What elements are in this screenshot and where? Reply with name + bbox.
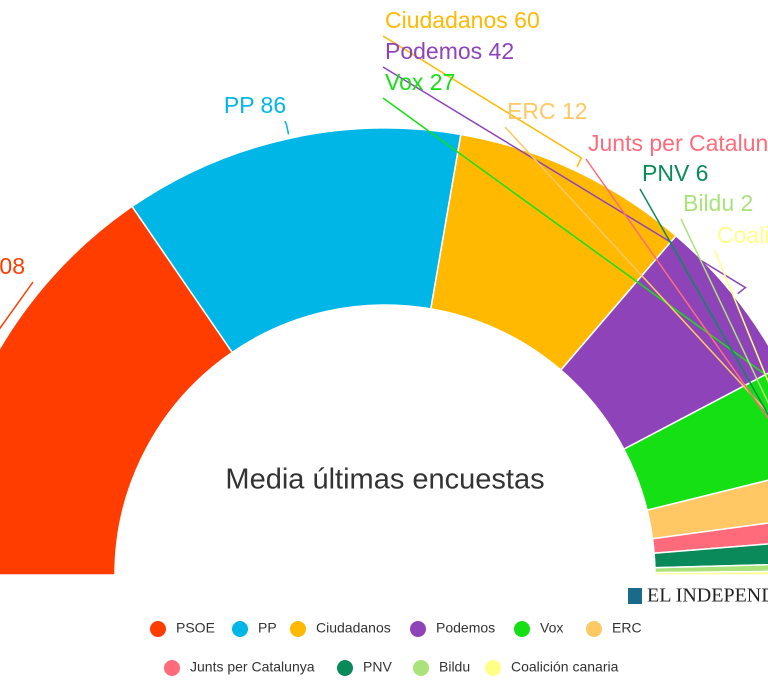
data-label: Ciudadanos 60 — [385, 7, 540, 33]
chart-title: Media últimas encuestas — [225, 464, 544, 496]
data-label: Junts per Catalunya 6 — [588, 130, 768, 156]
segment — [559, 234, 768, 451]
legend-swatch — [337, 660, 353, 676]
leader-line — [714, 250, 768, 384]
data-label: Podemos 42 — [385, 38, 514, 64]
segment — [654, 570, 768, 576]
logo-icon — [628, 588, 642, 604]
legend-label: Podemos — [436, 620, 495, 636]
leader-line — [284, 120, 290, 135]
data-label: PP 86 — [224, 92, 286, 118]
leader-line — [382, 97, 768, 378]
data-label: Coalición canaria 1 — [717, 222, 768, 248]
legend-label: ERC — [612, 620, 642, 636]
legend-label: Bildu — [439, 659, 470, 675]
data-label: ERC 12 — [507, 98, 588, 124]
legend-label: PP — [258, 620, 277, 636]
legend-label: PSOE — [176, 620, 215, 636]
data-label: Bildu 2 — [683, 190, 753, 216]
segment — [0, 205, 234, 576]
leader-line — [680, 218, 768, 405]
legend-label: Vox — [540, 620, 563, 636]
legend-swatch — [410, 621, 426, 637]
legend-swatch — [586, 621, 602, 637]
data-label: Vox 27 — [385, 69, 455, 95]
source-logo: EL INDEPENDIENTE — [647, 585, 768, 607]
legend-swatch — [514, 621, 530, 637]
leader-line — [382, 35, 583, 168]
leader-line — [585, 158, 768, 420]
leader-line — [504, 126, 768, 414]
data-label: PSOE 108 — [0, 253, 25, 279]
data-label: PNV 6 — [642, 160, 708, 186]
leader-line — [0, 281, 34, 330]
leader-line — [639, 188, 768, 416]
legend-label: Coalición canaria — [511, 659, 619, 675]
legend-label: PNV — [363, 659, 392, 675]
legend-swatch — [164, 660, 180, 676]
legend-swatch — [150, 621, 166, 637]
legend-swatch — [232, 621, 248, 637]
legend-swatch — [290, 621, 306, 637]
legend-swatch — [413, 660, 429, 676]
segment — [622, 372, 768, 512]
legend-label: Ciudadanos — [316, 620, 391, 636]
legend-swatch — [485, 660, 501, 676]
legend-label: Junts per Catalunya — [190, 659, 315, 675]
leader-line — [382, 66, 747, 295]
